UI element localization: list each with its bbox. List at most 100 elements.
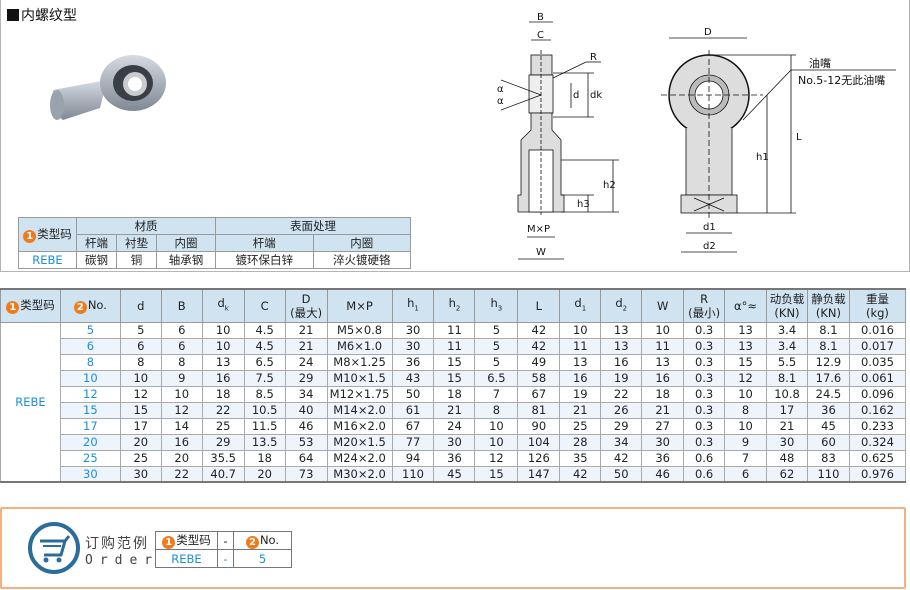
product-panel: 内螺纹型 1 类型码 材质 表面处理 杆端 衬垫 内圈 杆端 内圈 REBE 碳钢… — [0, 0, 910, 272]
value-cell: 7 — [474, 385, 519, 403]
column-header: α°≈ — [724, 288, 768, 323]
value-cell: 0.324 — [848, 433, 907, 451]
type-code-header: 1 类型码 — [18, 217, 77, 252]
column-header: B — [160, 288, 203, 323]
value-cell: 12 — [724, 369, 768, 387]
value-cell: 0.3 — [683, 353, 726, 371]
value-cell: 45 — [806, 417, 850, 435]
value-cell: 12 — [474, 449, 519, 467]
order-no-header: 2 No. — [233, 531, 292, 550]
value-cell: 36 — [433, 449, 476, 467]
value-cell: 64 — [284, 449, 328, 467]
svg-text:油嘴: 油嘴 — [809, 56, 831, 70]
value-cell: 0.017 — [848, 337, 907, 355]
order-title: 订购范例 — [85, 536, 149, 552]
value-cell: 22 — [600, 385, 643, 403]
table-row: 17 17 14 25 11.5 46 M16×2.0 67 24 10 90 25 29 27 0.3 10… — [1, 417, 907, 435]
value-cell: 67 — [517, 385, 561, 403]
column-header: dk — [201, 288, 245, 323]
value-cell: M5×0.8 — [326, 321, 393, 339]
size-no-cell: 25 — [59, 449, 121, 467]
shopping-cart-icon — [28, 522, 80, 574]
value-cell: 16 — [559, 369, 602, 387]
value-cell: 16 — [201, 369, 245, 387]
value-cell: 10 — [559, 321, 602, 339]
value-cell: 34 — [600, 433, 643, 451]
value-cell: 18 — [201, 385, 245, 403]
value-cell: 11 — [433, 337, 476, 355]
value-cell: 0.3 — [683, 369, 726, 387]
value-cell: 17.6 — [806, 369, 850, 387]
value-cell: 8.5 — [243, 385, 286, 403]
order-table: 1 类型码 - 2 No. REBE - 5 — [155, 531, 292, 568]
svg-text:α: α — [497, 96, 504, 107]
surface-header: 表面处理 — [215, 217, 411, 235]
surface-cell: 镀环保白锌 — [215, 251, 314, 269]
svg-text:d2: d2 — [703, 241, 716, 252]
value-cell: 10.5 — [243, 401, 286, 419]
value-cell: M6×1.0 — [326, 337, 393, 355]
value-cell: 4.5 — [243, 337, 286, 355]
value-cell: 0.976 — [848, 465, 907, 483]
value-cell: 30 — [766, 433, 808, 451]
value-cell: 10 — [724, 385, 768, 403]
value-cell: 21 — [284, 337, 328, 355]
value-cell: M30×2.0 — [326, 465, 393, 483]
value-cell: 21 — [766, 417, 808, 435]
column-header: d — [119, 288, 162, 323]
svg-text:dk: dk — [590, 90, 602, 101]
value-cell: 29 — [600, 417, 643, 435]
value-cell: 0.3 — [683, 385, 726, 403]
value-cell: 9 — [160, 369, 203, 387]
column-header: C — [243, 288, 286, 323]
value-cell: 104 — [517, 433, 561, 451]
value-cell: 24 — [284, 353, 328, 371]
value-cell: 0.625 — [848, 449, 907, 467]
value-cell: 19 — [559, 385, 602, 403]
value-cell: 43 — [391, 369, 435, 387]
column-header: h2 — [433, 288, 476, 323]
material-cell: 碳钢 — [76, 251, 117, 269]
value-cell: M10×1.5 — [326, 369, 393, 387]
size-no-cell: 8 — [59, 353, 121, 371]
value-cell: 22 — [201, 401, 245, 419]
value-cell: 0.3 — [683, 401, 726, 419]
value-cell: 11 — [641, 337, 685, 355]
value-cell: 10 — [474, 433, 519, 451]
value-cell: 126 — [517, 449, 561, 467]
value-cell: 17 — [119, 417, 162, 435]
value-cell: 20 — [243, 465, 286, 483]
value-cell: 8.1 — [806, 337, 850, 355]
size-no-cell: 10 — [59, 369, 121, 387]
order-type-value: REBE — [155, 549, 218, 568]
svg-text:h2: h2 — [603, 180, 616, 191]
material-table: 1 类型码 材质 表面处理 杆端 衬垫 内圈 杆端 内圈 REBE 碳钢 铜 轴承… — [18, 217, 411, 269]
table-row: 8 8 8 13 6.5 24 M8×1.25 36 15 5 49 13 16 13 0.3 15 5.5 12… — [1, 353, 907, 371]
value-cell: 0.162 — [848, 401, 907, 419]
material-header: 材质 — [75, 217, 217, 235]
value-cell: 13 — [559, 353, 602, 371]
value-cell: 36 — [806, 401, 850, 419]
value-cell: 0.096 — [848, 385, 907, 403]
value-cell: 58 — [517, 369, 561, 387]
value-cell: 5 — [474, 353, 519, 371]
sub-header: 杆端 — [215, 234, 314, 252]
value-cell: 94 — [391, 449, 435, 467]
svg-text:C: C — [537, 30, 544, 41]
value-cell: 8 — [724, 401, 768, 419]
value-cell: 29 — [201, 433, 245, 451]
sub-header: 内圈 — [312, 234, 411, 252]
value-cell: 30 — [391, 321, 435, 339]
value-cell: 13 — [724, 321, 768, 339]
column-header: 动负载 (KN) — [766, 288, 808, 323]
value-cell: M16×2.0 — [326, 417, 393, 435]
value-cell: 0.6 — [683, 465, 726, 483]
value-cell: 3.4 — [766, 321, 808, 339]
value-cell: 25 — [201, 417, 245, 435]
value-cell: 35 — [559, 449, 602, 467]
value-cell: 10 — [641, 321, 685, 339]
svg-text:W: W — [536, 247, 546, 258]
value-cell: 16 — [600, 353, 643, 371]
value-cell: 30 — [433, 433, 476, 451]
